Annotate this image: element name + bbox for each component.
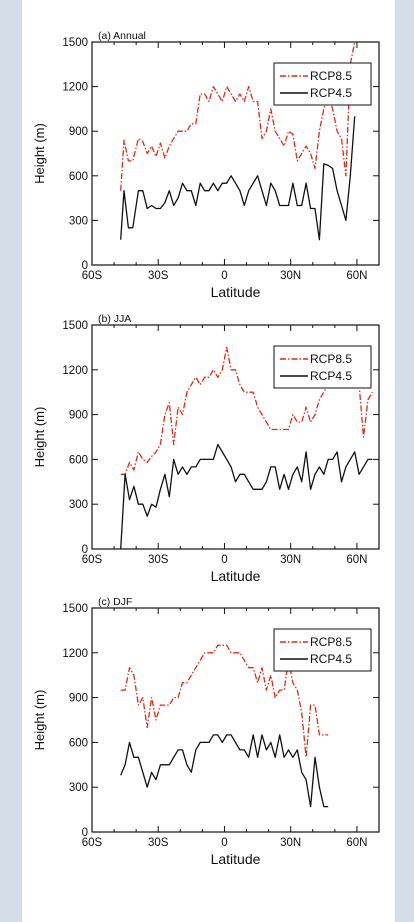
x-tick-label: 0 (221, 270, 227, 282)
legend-box (273, 62, 372, 106)
legend-label: RCP8.5 (310, 635, 352, 649)
y-tick-label: 900 (69, 410, 88, 422)
legend-box (273, 345, 372, 389)
y-tick-label: 300 (69, 499, 88, 511)
plot-frame (91, 41, 380, 266)
panel-title: (a) Annual (98, 30, 146, 42)
series-line-rcp85 (120, 346, 373, 475)
series-line-rcp45 (120, 116, 356, 241)
x-tick-label: 30N (280, 270, 301, 282)
x-tick-label: 30N (280, 554, 301, 566)
series-line-rcp85 (120, 644, 329, 758)
x-axis-label: Latitude (211, 851, 261, 867)
y-tick-label: 1500 (62, 320, 88, 332)
legend-label: RCP4.5 (310, 369, 352, 383)
y-tick-label: 600 (69, 737, 88, 749)
x-tick-label: 60S (82, 837, 103, 849)
legend-label: RCP4.5 (310, 86, 352, 100)
y-tick-label: 0 (82, 260, 88, 272)
x-tick-label: 30N (280, 837, 301, 849)
series-line-rcp45 (120, 443, 373, 549)
plot-frame (91, 324, 380, 550)
figure-svg: (a) Annual 0 300 600 900 1200 1500 60S 30S 0 30N 60… (32, 30, 380, 867)
y-tick-label: 1200 (62, 82, 88, 94)
x-tick-label: 30S (148, 270, 169, 282)
y-tick-label: 600 (69, 171, 88, 183)
x-tick-label: 60N (346, 837, 367, 849)
y-tick-label: 1500 (62, 37, 88, 49)
y-axis-label: Height (m) (32, 407, 47, 468)
x-axis-label: Latitude (211, 284, 261, 300)
y-tick-label: 1200 (62, 648, 88, 660)
y-axis-label: Height (m) (32, 123, 47, 184)
legend-label: RCP8.5 (310, 69, 352, 83)
y-tick-label: 0 (82, 544, 88, 556)
x-tick-label: 60S (82, 554, 103, 566)
figure-panel: (a) Annual 0 300 600 900 1200 1500 60S 30S 0 30N 60… (22, 0, 395, 922)
legend-label: RCP8.5 (310, 352, 352, 366)
chart-panel-2: (c) DJF 0 300 600 900 1200 1500 60S 30S 0 30N 60N La… (32, 596, 380, 867)
y-tick-label: 900 (69, 693, 88, 705)
x-tick-label: 0 (221, 837, 227, 849)
y-tick-label: 600 (69, 454, 88, 466)
x-tick-label: 0 (221, 554, 227, 566)
x-tick-label: 60N (346, 554, 367, 566)
x-tick-label: 30S (148, 837, 169, 849)
chart-panel-1: (b) JJA 0 300 600 900 1200 1500 60S 30S 0 30N 60N La… (32, 313, 380, 584)
legend-label: RCP4.5 (310, 652, 352, 666)
x-axis-label: Latitude (211, 568, 261, 584)
y-tick-label: 900 (69, 126, 88, 138)
chart-panel-0: (a) Annual 0 300 600 900 1200 1500 60S 30S 0 30N 60… (32, 30, 380, 300)
panel-title: (c) DJF (98, 596, 132, 608)
x-tick-label: 30S (148, 554, 169, 566)
y-tick-label: 300 (69, 215, 88, 227)
y-tick-label: 300 (69, 782, 88, 794)
plot-frame (91, 607, 380, 833)
y-tick-label: 1200 (62, 365, 88, 377)
x-tick-label: 60S (82, 270, 103, 282)
y-tick-label: 1500 (62, 603, 88, 615)
y-axis-label: Height (m) (32, 690, 47, 751)
y-tick-label: 0 (82, 827, 88, 839)
series-line-rcp45 (120, 734, 329, 808)
legend-box (273, 628, 372, 672)
panel-title: (b) JJA (98, 313, 131, 325)
x-tick-label: 60N (346, 270, 367, 282)
